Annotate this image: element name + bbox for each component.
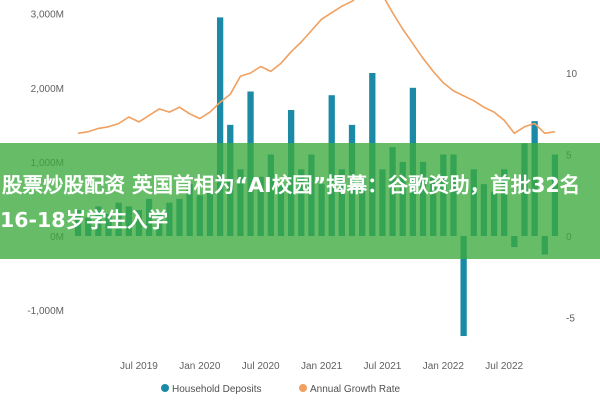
x-tick-label: Jan 2021 — [301, 361, 343, 372]
y-left-tick-label: 3,000M — [31, 10, 64, 21]
legend-label-household-deposits: Household Deposits — [172, 384, 262, 395]
x-axis: Jul 2019 Jan 2020 Jul 2020 Jan 2021 Jul 2021… — [120, 361, 523, 372]
x-tick-label: Jul 2019 — [120, 361, 158, 372]
x-tick-label: Jul 2022 — [485, 361, 523, 372]
legend-swatch-annual-growth-rate — [299, 384, 307, 392]
line-series-annual-growth-rate — [77, 0, 556, 135]
x-tick-label: Jan 2020 — [179, 361, 221, 372]
x-tick-label: Jan 2022 — [423, 361, 465, 372]
x-tick-label: Jul 2021 — [364, 361, 402, 372]
headline-banner-text: 股票炒股配资 英国首相为“AI校园”揭幕：谷歌资助，首批32名16-18岁学生入… — [0, 173, 581, 232]
bar — [216, 17, 224, 237]
legend-label-annual-growth-rate: Annual Growth Rate — [310, 384, 400, 395]
legend-swatch-household-deposits — [161, 384, 169, 392]
growth-rate-line — [77, 0, 556, 135]
y-right-tick-label: 10 — [566, 69, 578, 80]
x-tick-label: Jul 2020 — [242, 361, 280, 372]
y-left-tick-label: 2,000M — [31, 84, 64, 95]
headline-banner — [0, 143, 600, 259]
y-right-tick-label: -5 — [566, 314, 575, 325]
legend: Household Deposits Annual Growth Rate — [161, 384, 400, 395]
y-left-tick-label: -1,000M — [27, 306, 64, 317]
bar — [460, 236, 467, 337]
